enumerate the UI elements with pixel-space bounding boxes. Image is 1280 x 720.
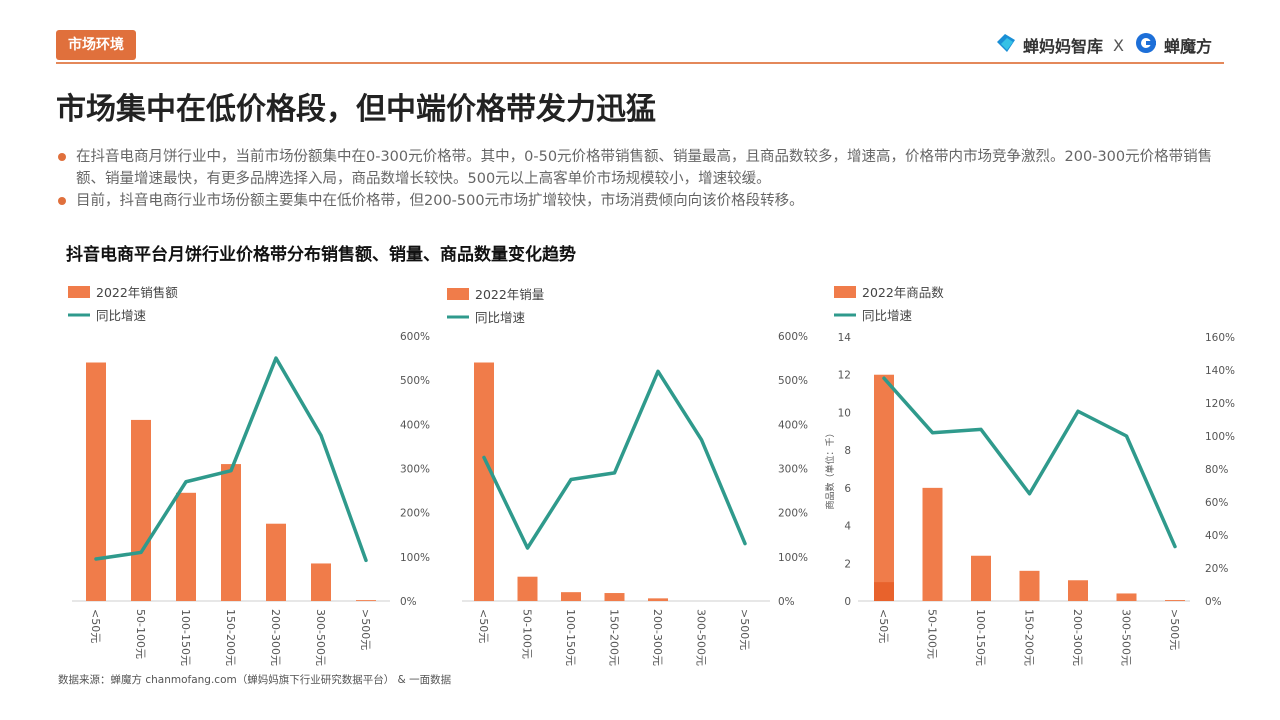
x-tick-label: 50-100元 [521, 609, 534, 659]
x-tick-label: 50-100元 [926, 609, 939, 659]
x-tick-label: 300-500元 [314, 609, 327, 666]
x-tick-label: 300-500元 [1120, 609, 1133, 666]
y2-tick-label: 600% [400, 331, 430, 343]
y2-tick-label: 160% [1205, 332, 1235, 344]
y-tick-label: 14 [838, 332, 852, 344]
x-tick-label: >500元 [738, 609, 751, 650]
y2-tick-label: 100% [778, 552, 808, 564]
x-tick-label: 200-300元 [269, 609, 282, 666]
summary-bullets: 在抖音电商月饼行业中，当前市场份额集中在0-300元价格带。其中，0-50元价格… [56, 146, 1226, 212]
growth-line [94, 356, 368, 563]
legend-bar-label: 2022年商品数 [862, 285, 944, 300]
bar [311, 563, 331, 601]
legend-bar-label: 2022年销量 [475, 287, 544, 302]
bar [922, 487, 943, 601]
y2-tick-label: 100% [1205, 431, 1235, 443]
x-tick-label: 50-100元 [134, 609, 147, 659]
bar [971, 555, 991, 601]
bar-base-segment [874, 582, 894, 601]
y2-tick-label: 400% [400, 419, 430, 431]
y2-tick-label: 60% [1205, 497, 1228, 509]
x-tick-label: >500元 [359, 609, 372, 650]
y2-tick-label: 0% [778, 596, 795, 608]
y-axis-label: 商品数（单位：千） [824, 428, 836, 509]
y2-tick-label: 40% [1205, 530, 1228, 542]
y2-tick-label: 80% [1205, 464, 1228, 476]
brand-separator: X [1113, 35, 1124, 55]
legend-bar-swatch [447, 288, 469, 300]
chart-section-title: 抖音电商平台月饼行业价格带分布销售额、销量、商品数量变化趋势 [66, 245, 576, 265]
brand-right-text: 蝉魔方 [1163, 37, 1212, 56]
y2-tick-label: 0% [1205, 596, 1222, 608]
chanmofang-logo-icon [1134, 31, 1158, 59]
bar [648, 598, 668, 601]
y2-tick-label: 300% [778, 464, 808, 476]
bar [221, 464, 241, 601]
y2-tick-label: 140% [1205, 365, 1235, 377]
legend-line-label: 同比增速 [96, 308, 147, 323]
bullet-item: 在抖音电商月饼行业中，当前市场份额集中在0-300元价格带。其中，0-50元价格… [56, 146, 1226, 190]
brand-logos: 蝉妈妈智库 X 蝉魔方 [995, 30, 1212, 60]
y-tick-label: 8 [844, 445, 851, 457]
x-tick-label: 150-200元 [1023, 609, 1036, 666]
bar [517, 576, 538, 601]
y2-tick-label: 400% [778, 419, 808, 431]
y-tick-label: 4 [844, 521, 851, 533]
brand-left-text: 蝉妈妈智库 [1023, 37, 1104, 56]
x-tick-label: 100-150元 [179, 609, 192, 666]
x-tick-label: 100-150元 [564, 609, 577, 666]
bar [86, 362, 106, 601]
y2-tick-label: 120% [1205, 398, 1235, 410]
x-tick-label: <50元 [477, 609, 490, 643]
header-divider [56, 62, 1224, 64]
legend-bar-label: 2022年销售额 [96, 285, 178, 300]
y-tick-label: 10 [838, 407, 851, 419]
y2-tick-label: 600% [778, 331, 808, 343]
y2-tick-label: 300% [400, 464, 430, 476]
legend-bar-swatch [68, 286, 90, 298]
bar [474, 362, 494, 601]
x-tick-label: <50元 [877, 609, 890, 643]
y2-tick-label: 500% [778, 375, 808, 387]
x-tick-label: <50元 [89, 609, 102, 643]
x-tick-label: 300-500元 [695, 609, 708, 666]
bar [131, 419, 151, 601]
bar [356, 600, 376, 601]
y2-tick-label: 200% [778, 508, 808, 520]
x-tick-label: 200-300元 [1071, 609, 1084, 666]
y-tick-label: 6 [844, 483, 851, 495]
x-tick-label: 200-300元 [651, 609, 664, 666]
section-tag: 市场环境 [56, 30, 136, 60]
legend-line-label: 同比增速 [475, 310, 526, 325]
x-tick-label: 150-200元 [224, 609, 237, 666]
bar [266, 523, 286, 601]
legend-line-label: 同比增速 [862, 308, 913, 323]
growth-line [482, 369, 747, 550]
y2-tick-label: 200% [400, 508, 430, 520]
page-title: 市场集中在低价格段，但中端价格带发力迅猛 [56, 92, 656, 127]
bar [604, 593, 625, 601]
bullet-item: 目前，抖音电商行业市场份额主要集中在低价格带，但200-500元市场扩增较快，市… [56, 190, 1226, 212]
y-tick-label: 0 [844, 596, 851, 608]
y2-tick-label: 500% [400, 375, 430, 387]
bar [1019, 570, 1040, 601]
y-tick-label: 2 [844, 558, 851, 570]
bar [561, 592, 581, 601]
bar [1116, 593, 1137, 601]
growth-line [882, 376, 1177, 549]
x-tick-label: 150-200元 [608, 609, 621, 666]
bar [176, 492, 196, 601]
data-source-note: 数据来源：蝉魔方 chanmofang.com（蝉妈妈旗下行业研究数据平台） &… [58, 674, 452, 686]
x-tick-label: 100-150元 [974, 609, 987, 666]
chanmama-logo-icon [995, 32, 1017, 58]
bar [1165, 600, 1185, 601]
y2-tick-label: 0% [400, 596, 417, 608]
x-tick-label: >500元 [1168, 609, 1181, 650]
y-tick-label: 12 [838, 370, 851, 382]
y2-tick-label: 100% [400, 552, 430, 564]
bar [1068, 580, 1088, 601]
bar [874, 374, 894, 601]
legend-bar-swatch [834, 286, 856, 298]
y2-tick-label: 20% [1205, 563, 1228, 575]
